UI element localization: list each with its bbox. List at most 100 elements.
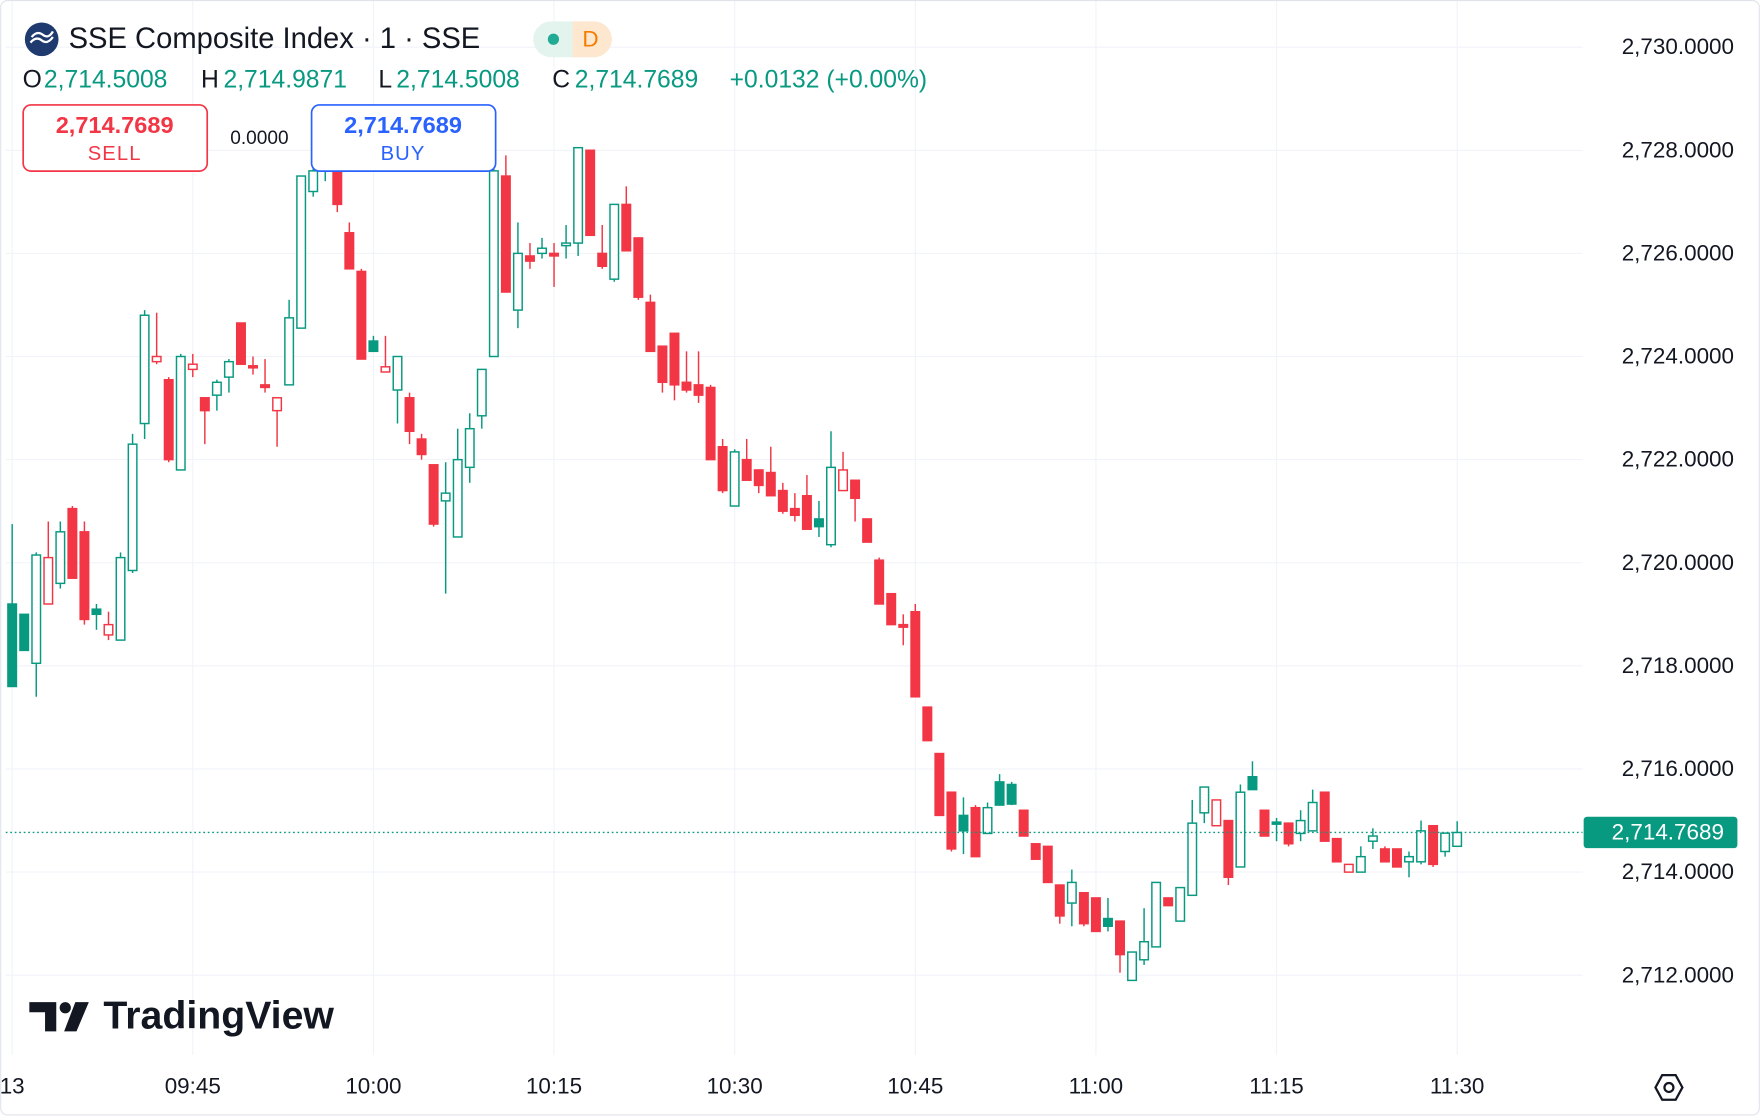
candle <box>55 521 66 589</box>
candle <box>464 413 475 483</box>
candle <box>248 356 258 375</box>
y-tick-label: 2,726.0000 <box>1622 240 1734 265</box>
candle <box>1211 799 1222 827</box>
candle-body <box>910 611 921 698</box>
ohlc-label: O <box>23 66 42 93</box>
candle <box>922 706 933 742</box>
candle-body <box>1042 845 1053 884</box>
candle <box>1428 824 1439 867</box>
candle-body <box>1018 809 1029 837</box>
candle-body <box>753 469 764 487</box>
candle-body <box>296 175 307 329</box>
candle <box>344 222 355 270</box>
x-tick-label: 11:15 <box>1249 1073 1303 1098</box>
x-tick-label: 10:00 <box>345 1073 401 1098</box>
market-status-dot <box>547 33 560 45</box>
buy-button[interactable] <box>310 104 497 172</box>
candle-body <box>898 623 909 628</box>
candle-body <box>801 494 812 530</box>
candle-body <box>1391 848 1402 868</box>
candle <box>91 603 102 630</box>
candle <box>717 439 728 494</box>
candle-body <box>1271 821 1282 825</box>
candle-body <box>1307 801 1318 832</box>
candle <box>1271 817 1282 842</box>
candle <box>681 351 692 393</box>
candle-body <box>392 355 403 391</box>
ohlc-value: 2,714.5008 <box>44 66 167 93</box>
candle-body <box>1066 881 1077 904</box>
candle-body <box>934 752 945 817</box>
candle-body <box>332 170 343 206</box>
candle <box>838 451 849 492</box>
candle <box>789 493 800 522</box>
candle <box>7 524 18 688</box>
candle-body <box>585 149 596 237</box>
candle-body <box>284 317 295 386</box>
candle-body <box>1379 848 1390 863</box>
candle <box>199 397 210 445</box>
candle-body <box>308 170 319 193</box>
candle-body <box>813 518 824 528</box>
candle <box>850 479 861 522</box>
candle-body <box>368 340 379 353</box>
brand-mark <box>59 1002 71 1014</box>
candle-body <box>1355 855 1366 873</box>
ohlc-value: 2,714.7689 <box>575 66 698 93</box>
candle-body <box>440 492 451 502</box>
candle <box>127 433 138 574</box>
candle <box>537 237 547 259</box>
overlay: 2,712.0000 2,714.0000 2,716.0000 2,718.0000… <box>0 34 1738 1098</box>
candle-body <box>693 384 704 396</box>
candle-body <box>717 446 728 492</box>
candle-body <box>537 247 547 255</box>
candle <box>633 237 644 300</box>
candle-body <box>621 203 632 252</box>
candle-body <box>67 507 78 579</box>
candle <box>187 353 198 378</box>
candle <box>886 592 897 626</box>
candle-body <box>1440 832 1451 853</box>
candle <box>1042 845 1053 884</box>
candle-body <box>874 559 885 605</box>
candle <box>1247 761 1258 791</box>
candle <box>19 613 30 652</box>
buy-label: BUY <box>381 143 426 165</box>
settings-button[interactable] <box>1654 1073 1684 1101</box>
settings-icon <box>1663 1081 1675 1094</box>
ohlc-value: 2,714.5008 <box>396 66 519 93</box>
sell-button[interactable] <box>22 104 209 172</box>
candle <box>1331 837 1342 863</box>
candle <box>801 475 812 530</box>
y-tick-label: 2,724.0000 <box>1622 344 1734 369</box>
candle-body <box>549 252 560 257</box>
last-price-label: 2,714.7689 <box>1612 820 1724 845</box>
candle <box>151 312 162 365</box>
candle <box>958 797 969 855</box>
candle-body <box>175 355 186 471</box>
candle-body <box>7 603 18 688</box>
candle <box>1175 886 1186 922</box>
candle <box>1235 784 1246 868</box>
interval-badge: D <box>582 26 598 51</box>
symbol-title[interactable]: SSE Composite Index · 1 · SSE <box>69 23 481 55</box>
candle-body <box>103 623 114 636</box>
candle-body <box>380 366 391 373</box>
candle <box>874 557 885 605</box>
candle <box>1030 843 1041 860</box>
candle-body <box>428 464 439 525</box>
candle <box>1379 846 1390 863</box>
candle <box>1199 786 1210 824</box>
candle <box>115 552 126 641</box>
candle-body <box>248 365 258 369</box>
candle <box>609 203 620 282</box>
brand-mark <box>64 1002 89 1032</box>
candle-body <box>1175 886 1186 922</box>
candle <box>260 359 271 393</box>
candle <box>31 552 42 697</box>
candle-body <box>1211 799 1222 827</box>
candle-body <box>1235 791 1246 868</box>
candle <box>753 469 764 494</box>
candle <box>934 752 945 817</box>
